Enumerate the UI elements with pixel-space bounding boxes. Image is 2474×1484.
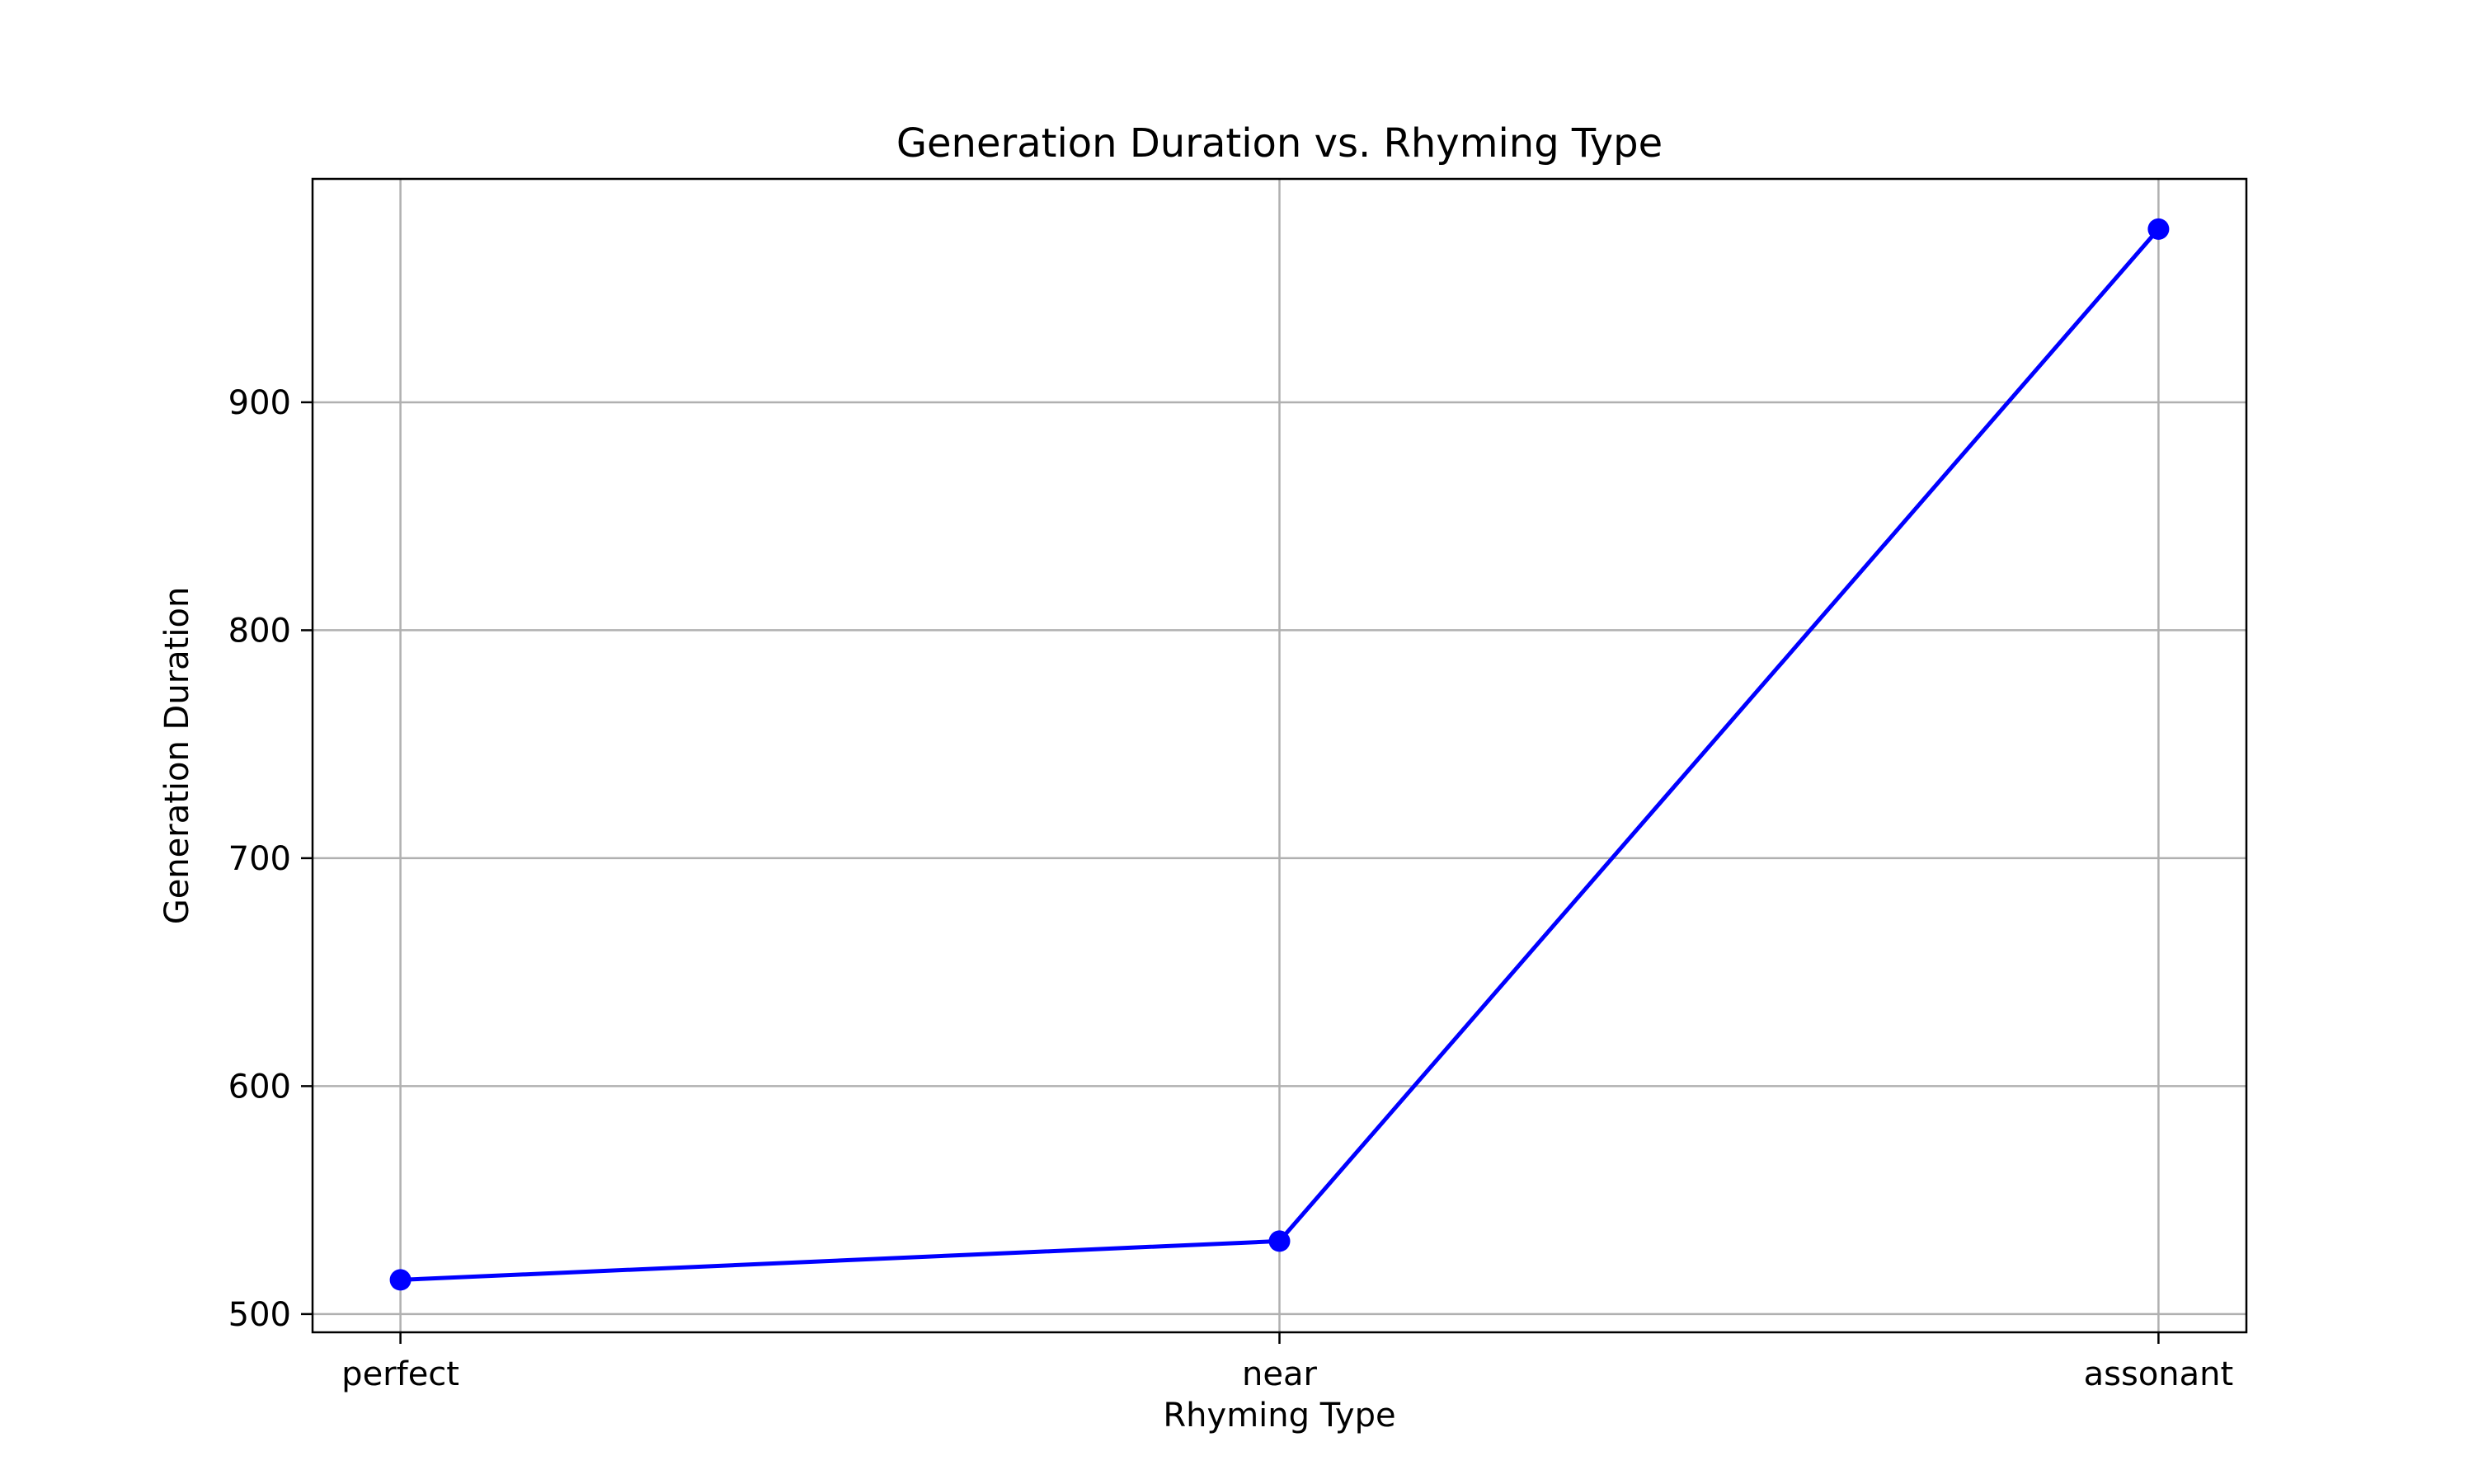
- x-tick-label: near: [1242, 1355, 1317, 1393]
- y-tick-label: 500: [228, 1296, 291, 1334]
- y-tick-label: 600: [228, 1068, 291, 1106]
- y-tick-label: 700: [228, 840, 291, 878]
- data-point: [389, 1269, 412, 1291]
- y-tick-label: 800: [228, 612, 291, 650]
- series-layer: [389, 218, 2170, 1291]
- tick-layer: perfect near assonant 500 600 700 800 900: [228, 384, 2234, 1393]
- data-point: [1268, 1230, 1291, 1252]
- y-axis-label: Generation Duration: [158, 587, 196, 925]
- x-tick-label: assonant: [2084, 1355, 2234, 1393]
- x-axis-label: Rhyming Type: [1163, 1397, 1395, 1435]
- chart-title: Generation Duration vs. Rhyming Type: [896, 120, 1663, 167]
- plot-frame: [311, 177, 2248, 1334]
- grid-layer: [313, 179, 2246, 1332]
- data-point: [2147, 218, 2170, 240]
- x-tick-label: perfect: [341, 1355, 459, 1393]
- y-tick-label: 900: [228, 384, 291, 422]
